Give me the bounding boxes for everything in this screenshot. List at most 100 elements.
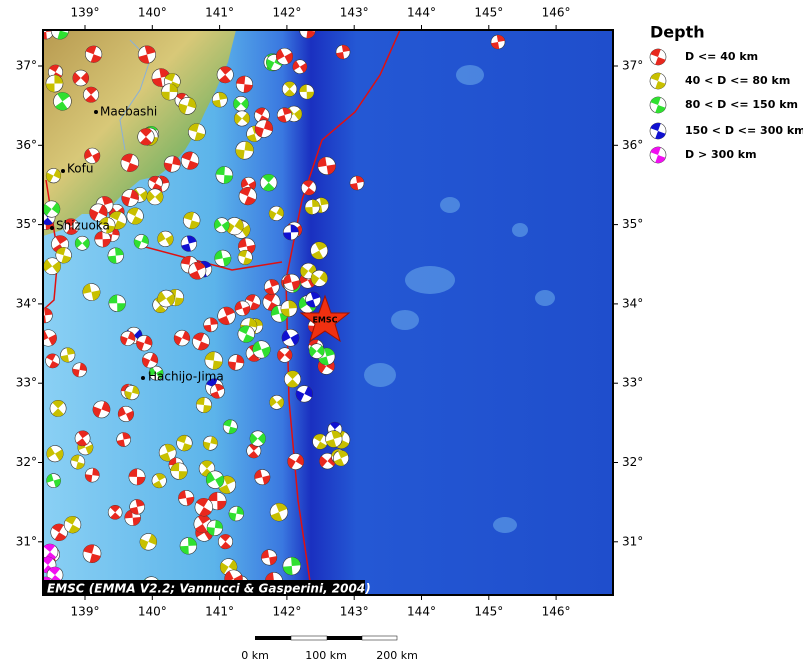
beachball: [43, 543, 59, 561]
beachball-quadrant: [238, 325, 254, 343]
beachball: [206, 519, 223, 536]
beachball: [649, 146, 667, 164]
beachball: [148, 365, 164, 381]
scale-bar: 0 km 100 km 200 km: [241, 635, 418, 662]
beachball-quadrant: [281, 330, 300, 346]
beachball-quadrant: [313, 434, 327, 450]
beachball: [82, 544, 102, 563]
beachball: [129, 499, 145, 515]
beachball: [178, 490, 195, 507]
beachball-quadrant: [283, 274, 300, 291]
beachball: [202, 435, 218, 451]
y-tick-label: 36°: [16, 138, 37, 152]
beachball-quadrant: [195, 515, 211, 533]
beachball-quadrant: [218, 307, 235, 325]
beachball-quadrant: [287, 454, 304, 469]
beachball: [46, 473, 61, 488]
beachball-quadrant: [157, 232, 174, 246]
beachball: [194, 497, 214, 517]
beachball-quadrant: [178, 490, 194, 506]
x-tick-label: 141°: [205, 6, 234, 20]
beachball: [235, 141, 254, 160]
beachball-quadrant: [48, 567, 62, 583]
beachball-quadrant: [255, 107, 269, 123]
beachball-quadrant: [181, 151, 199, 170]
beachball-quadrant: [116, 432, 131, 447]
beachball-quadrant: [120, 331, 135, 346]
beachball-quadrant: [236, 76, 253, 93]
beachball: [259, 173, 278, 192]
beachball: [133, 234, 149, 250]
x-tick-label: 145°: [474, 605, 503, 619]
y-tick-label: 35°: [16, 217, 37, 231]
beachball-quadrant: [491, 35, 505, 49]
beachball: [121, 189, 139, 207]
beachball-quadrant: [234, 112, 250, 125]
y-tick-label: 32°: [622, 455, 643, 469]
beachball-quadrant: [196, 498, 212, 517]
beachball: [136, 334, 153, 352]
beachball: [649, 72, 667, 90]
beachball-quadrant: [72, 72, 89, 84]
beachball: [269, 502, 289, 522]
x-tick-label: 140°: [138, 6, 167, 20]
beachball: [89, 203, 108, 222]
beachball: [225, 217, 244, 236]
beachball: [85, 45, 103, 63]
beachball-quadrant: [164, 156, 181, 173]
beachball-quadrant: [170, 462, 188, 480]
beachball: [349, 175, 365, 191]
legend-label: 40 < D <= 80 km: [685, 74, 790, 87]
beachball: [50, 523, 68, 542]
beachball-quadrant: [149, 367, 164, 380]
beachball-quadrant: [75, 237, 90, 249]
beachball-quadrant: [52, 523, 67, 541]
beachball: [128, 468, 146, 486]
beachball-quadrant: [311, 241, 327, 260]
beachball-quadrant: [82, 283, 101, 301]
beachball: [173, 329, 191, 347]
beachball: [292, 59, 308, 75]
beachball-quadrant: [302, 180, 315, 196]
beachball-quadrant: [650, 73, 666, 89]
beachball-quadrant: [189, 262, 206, 280]
beachball-quadrant: [238, 250, 253, 265]
beachball-quadrant: [152, 473, 166, 488]
beachball-quadrant: [280, 300, 298, 317]
beachball: [214, 249, 232, 267]
beachball-quadrant: [336, 45, 350, 59]
beachball-quadrant: [252, 341, 271, 358]
beachball: [233, 96, 249, 112]
beachball: [268, 205, 284, 221]
beachball: [264, 279, 280, 295]
beachball: [217, 306, 236, 325]
beachball-quadrant: [212, 92, 228, 108]
beachball: [222, 419, 238, 435]
beachball: [43, 307, 53, 324]
y-tick-label: 32°: [16, 455, 37, 469]
beachball: [335, 44, 351, 60]
beachball-quadrant: [147, 190, 164, 203]
beachball: [211, 91, 228, 108]
beachball-quadrant: [255, 120, 273, 138]
beachball-quadrant: [134, 234, 149, 249]
beachball-quadrant: [60, 347, 75, 363]
beachball: [304, 199, 321, 215]
beachball: [55, 247, 72, 264]
beachball-quadrant: [218, 66, 232, 83]
beachball-quadrant: [276, 49, 293, 64]
beachball: [490, 34, 506, 50]
y-tick-label: 37°: [622, 59, 643, 73]
beachball: [310, 241, 329, 260]
beachball: [163, 155, 181, 173]
beachball-quadrant: [159, 444, 176, 462]
y-tick-label: 37°: [16, 59, 37, 73]
beachball: [107, 247, 124, 264]
y-tick-label: 33°: [622, 376, 643, 390]
city-label: Hachijo-Jima: [148, 370, 224, 384]
beachball-quadrant: [108, 294, 126, 312]
beachball-quadrant: [127, 207, 143, 225]
beachball: [43, 200, 61, 218]
beachball-quadrant: [124, 385, 140, 400]
graticule-labels: 139° 139° 140° 140° 141° 141° 142° 142° 143° 143°…: [16, 6, 644, 619]
